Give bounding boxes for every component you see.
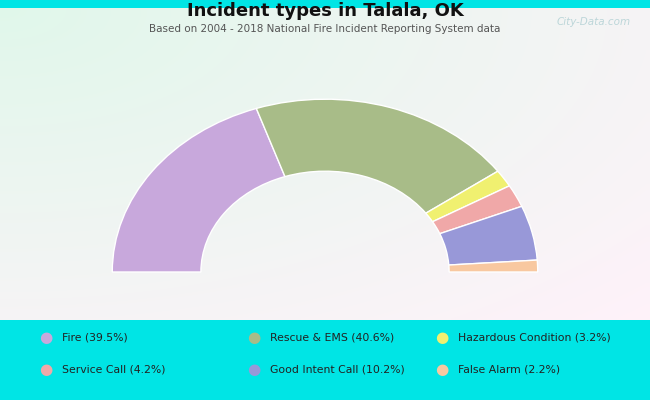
Wedge shape <box>440 206 537 265</box>
Text: Rescue & EMS (40.6%): Rescue & EMS (40.6%) <box>270 333 394 343</box>
Text: Based on 2004 - 2018 National Fire Incident Reporting System data: Based on 2004 - 2018 National Fire Incid… <box>150 24 500 34</box>
Text: Service Call (4.2%): Service Call (4.2%) <box>62 365 165 375</box>
Wedge shape <box>256 99 498 213</box>
Wedge shape <box>112 108 285 272</box>
Text: City-Data.com: City-Data.com <box>556 17 630 27</box>
Text: ●: ● <box>436 362 448 378</box>
Text: Good Intent Call (10.2%): Good Intent Call (10.2%) <box>270 365 404 375</box>
Wedge shape <box>432 186 522 234</box>
Text: Fire (39.5%): Fire (39.5%) <box>62 333 127 343</box>
Text: ●: ● <box>39 330 52 346</box>
Wedge shape <box>426 171 510 222</box>
Text: ●: ● <box>436 330 448 346</box>
Text: Hazardous Condition (3.2%): Hazardous Condition (3.2%) <box>458 333 611 343</box>
Text: False Alarm (2.2%): False Alarm (2.2%) <box>458 365 560 375</box>
Wedge shape <box>448 260 538 272</box>
Text: ●: ● <box>39 362 52 378</box>
Text: Incident types in Talala, OK: Incident types in Talala, OK <box>187 2 463 20</box>
Text: ●: ● <box>247 330 260 346</box>
Text: ●: ● <box>247 362 260 378</box>
